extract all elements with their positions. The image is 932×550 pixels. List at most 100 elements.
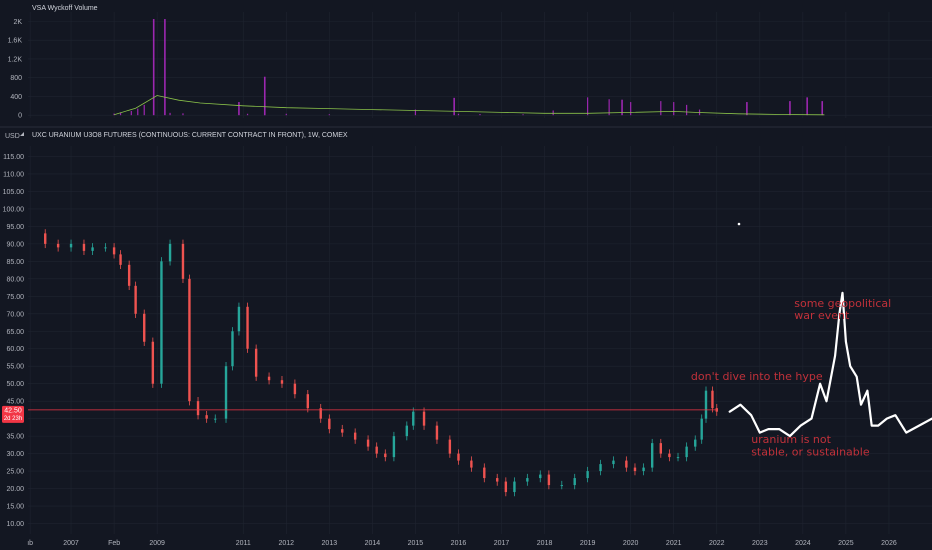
time-tick-label[interactable]: 2015: [408, 540, 424, 547]
volume-spike[interactable]: [821, 101, 824, 116]
candle-body[interactable]: [56, 243, 60, 248]
volume-bar[interactable]: [182, 113, 184, 116]
volume-spike[interactable]: [238, 102, 240, 116]
volume-spike[interactable]: [789, 101, 791, 116]
candle-body[interactable]: [573, 478, 576, 486]
candle-body[interactable]: [659, 443, 662, 454]
annotation-text[interactable]: stable, or sustainable: [751, 445, 870, 458]
candle-body[interactable]: [586, 471, 589, 479]
volume-bar[interactable]: [522, 114, 524, 116]
candle-body[interactable]: [104, 247, 107, 249]
candle-body[interactable]: [143, 313, 146, 342]
candle-body[interactable]: [422, 411, 426, 426]
candle-body[interactable]: [267, 376, 271, 381]
volume-bar[interactable]: [587, 97, 589, 116]
volume-bar[interactable]: [457, 113, 460, 116]
time-tick-label[interactable]: 2013: [322, 540, 338, 547]
volume-bar[interactable]: [137, 108, 139, 116]
annotations[interactable]: don't dive into the hype some geopolitica…: [691, 297, 891, 459]
volume-bar[interactable]: [414, 109, 417, 116]
candle-body[interactable]: [280, 380, 284, 384]
candle-body[interactable]: [82, 243, 86, 251]
volume-bar[interactable]: [130, 110, 132, 116]
candle-body[interactable]: [392, 436, 396, 458]
annotation-text[interactable]: some geopolitical: [794, 297, 891, 310]
time-tick-label[interactable]: 2007: [63, 540, 79, 547]
time-tick-label[interactable]: ıb: [27, 540, 33, 547]
annotation-text[interactable]: war event: [794, 309, 850, 322]
projected-price-drawing[interactable]: [728, 291, 932, 438]
candle-body[interactable]: [448, 439, 452, 454]
candle-body[interactable]: [384, 453, 387, 458]
candle-body[interactable]: [69, 243, 73, 248]
time-tick-label[interactable]: 2025: [838, 540, 854, 547]
annotation-text[interactable]: uranium is not: [751, 433, 831, 446]
candle-body[interactable]: [504, 481, 508, 493]
candle-body[interactable]: [694, 439, 697, 447]
time-tick-label[interactable]: Feb: [108, 540, 120, 547]
candle-body[interactable]: [685, 446, 688, 458]
candle-body[interactable]: [237, 306, 241, 332]
volume-bar[interactable]: [608, 99, 610, 116]
candle-body[interactable]: [293, 383, 297, 395]
candle-body[interactable]: [181, 243, 185, 279]
candle-body[interactable]: [612, 460, 615, 465]
time-tick-label[interactable]: 2009: [149, 540, 165, 547]
volume-spike[interactable]: [263, 76, 266, 116]
candle-body[interactable]: [160, 261, 163, 384]
candle-body[interactable]: [319, 408, 322, 419]
volume-spike[interactable]: [453, 97, 455, 116]
candle-body[interactable]: [457, 453, 460, 461]
candle-body[interactable]: [711, 390, 714, 409]
candle-body[interactable]: [341, 429, 344, 433]
candle-body[interactable]: [328, 418, 331, 430]
time-tick-label[interactable]: 2023: [752, 540, 768, 547]
candle-body[interactable]: [496, 478, 499, 482]
price-candles[interactable]: [44, 229, 718, 497]
time-tick-label[interactable]: 2026: [881, 540, 897, 547]
candle-body[interactable]: [196, 401, 200, 416]
candle-body[interactable]: [405, 425, 409, 437]
candle-body[interactable]: [375, 446, 378, 454]
candle-body[interactable]: [151, 341, 155, 384]
candle-body[interactable]: [112, 247, 116, 255]
candle-body[interactable]: [246, 306, 249, 349]
candle-body[interactable]: [650, 443, 654, 468]
time-tick-label[interactable]: 2022: [709, 540, 725, 547]
volume-spike[interactable]: [164, 19, 166, 116]
candle-body[interactable]: [513, 481, 516, 493]
candle-body[interactable]: [188, 278, 191, 402]
candle-body[interactable]: [435, 425, 439, 440]
candle-body[interactable]: [412, 411, 415, 426]
candle-body[interactable]: [483, 467, 486, 479]
candle-body[interactable]: [127, 264, 131, 286]
volume-bar[interactable]: [479, 114, 481, 116]
candle-body[interactable]: [526, 478, 529, 482]
candle-body[interactable]: [44, 233, 47, 244]
candle-body[interactable]: [633, 467, 637, 472]
volume-bar[interactable]: [328, 114, 330, 116]
time-tick-label[interactable]: 2014: [365, 540, 381, 547]
candle-body[interactable]: [668, 453, 671, 458]
candle-body[interactable]: [700, 418, 703, 440]
candle-body[interactable]: [560, 485, 563, 487]
candle-body[interactable]: [134, 285, 137, 314]
candle-body[interactable]: [306, 394, 310, 409]
volume-bar[interactable]: [143, 104, 145, 116]
time-tick-label[interactable]: 2021: [666, 540, 682, 547]
candle-body[interactable]: [547, 474, 551, 486]
candle-body[interactable]: [205, 415, 208, 419]
candle-body[interactable]: [704, 390, 708, 419]
volume-bar[interactable]: [552, 110, 554, 116]
candle-body[interactable]: [470, 460, 473, 468]
candle-body[interactable]: [168, 243, 172, 262]
time-tick-label[interactable]: 2024: [795, 540, 811, 547]
candle-body[interactable]: [642, 467, 645, 472]
time-axis[interactable]: ıb 2007 Feb 2009 2011 2012 2013 2014 2015 2016 201…: [27, 540, 897, 547]
volume-bar[interactable]: [686, 104, 688, 116]
volume-bars[interactable]: [113, 19, 824, 116]
annotation-text[interactable]: don't dive into the hype: [691, 370, 823, 383]
candle-body[interactable]: [539, 474, 542, 479]
time-tick-label[interactable]: 2016: [451, 540, 467, 547]
